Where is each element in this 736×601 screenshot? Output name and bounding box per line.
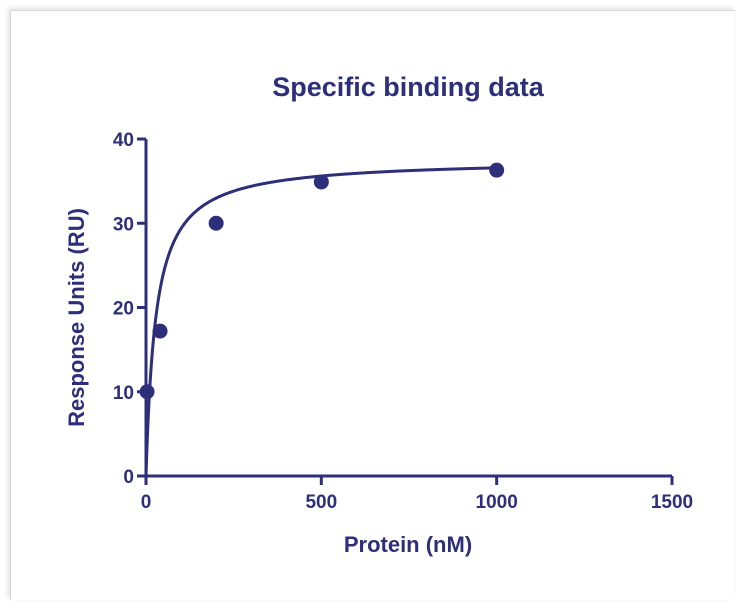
y-tick-label: 30 — [113, 214, 134, 235]
data-point — [152, 323, 168, 339]
chart-frame — [10, 10, 735, 600]
x-axis-label: Protein (nM) — [344, 532, 472, 557]
data-points — [139, 162, 505, 400]
axes: 0 10 20 30 40 0 500 1000 1500 — [113, 130, 693, 513]
data-point — [139, 384, 155, 400]
y-axis-label: Response Units (RU) — [64, 208, 89, 427]
data-point — [489, 162, 505, 178]
x-tick-label: 0 — [141, 492, 152, 513]
y-tick-label: 0 — [123, 467, 134, 488]
fit-curve — [144, 166, 497, 477]
y-ticks: 0 10 20 30 40 — [113, 130, 146, 488]
y-tick-label: 20 — [113, 299, 134, 320]
chart-title: Specific binding data — [272, 72, 545, 102]
x-tick-label: 1000 — [476, 492, 518, 513]
data-point — [208, 215, 224, 231]
x-tick-label: 500 — [305, 492, 337, 513]
x-tick-label: 1500 — [651, 492, 693, 513]
y-tick-label: 10 — [113, 383, 134, 404]
y-tick-label: 40 — [113, 130, 134, 151]
data-point — [313, 174, 329, 190]
x-ticks: 0 500 1000 1500 — [141, 476, 693, 513]
